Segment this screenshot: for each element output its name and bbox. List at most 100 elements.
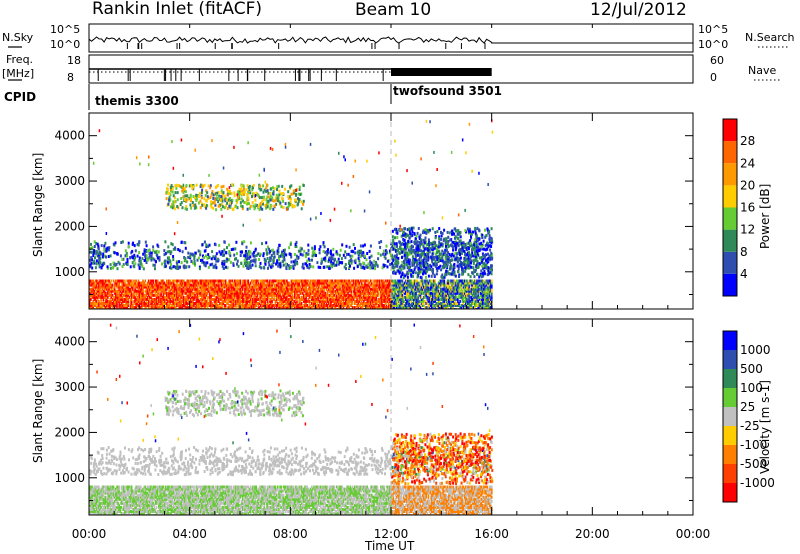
power-cell [358,283,361,287]
power-cell [375,302,378,305]
power-cell [469,306,472,309]
power-cell [395,299,398,303]
power-cell [470,302,473,305]
power-cell [153,304,156,307]
power-cell [377,285,380,289]
power-cell [459,293,461,297]
power-cell [474,281,476,285]
power-cell [318,302,321,305]
power-cell [403,304,406,307]
power-cell [305,279,307,283]
power-cell [109,293,111,297]
power-cell [220,289,222,293]
power-cell [138,297,141,301]
power-cell [343,285,346,289]
power-cell [205,304,208,307]
power-cell [254,291,256,295]
power-cell [377,304,380,307]
power-cell [460,293,463,297]
power-cell [294,299,296,303]
power-cell [272,304,275,307]
power-cell [205,245,208,249]
power-cell [442,299,444,303]
power-cell [263,299,265,303]
power-cell [264,299,267,303]
power-cell [262,304,264,307]
power-cell [102,289,105,293]
power-cell [460,279,463,283]
power-cell [156,285,159,289]
power-cell [357,291,359,295]
power-cell [121,306,124,309]
power-cell [130,279,133,283]
power-cell [462,285,465,289]
power-cell [261,279,263,283]
power-cell [230,285,233,289]
power-cell [352,297,355,301]
power-cell [144,297,147,301]
power-cell [467,281,469,285]
power-cell [418,293,421,297]
power-cell [309,285,312,289]
power-cell [181,304,184,307]
power-cell [281,302,284,305]
power-cell [410,291,413,295]
power-cell [338,295,340,299]
power-cell [424,293,426,297]
power-cell [127,293,130,297]
power-cell [177,297,179,301]
power-cell [170,281,173,285]
power-cell [280,297,282,301]
power-cell [321,302,323,305]
power-cell [214,291,217,295]
power-cell [190,295,193,299]
power-cell [136,285,139,289]
power-cell [192,291,194,295]
power-cell [313,281,315,285]
power-cell [489,306,492,309]
power-cell [213,279,216,283]
power-cell [284,285,287,289]
power-cell [205,302,208,305]
power-cell [94,299,97,303]
power-cell [255,299,258,303]
power-cell [483,304,485,307]
power-cell [275,304,278,307]
power-cell [262,291,264,295]
power-cell [275,285,278,289]
power-cell [212,293,214,297]
power-cell [309,299,312,303]
power-cell [202,289,204,293]
power-cell [311,302,313,305]
power-cell [342,281,345,285]
power-cell [185,306,187,309]
power-cell [474,283,476,287]
power-cell [325,285,328,289]
power-cell [432,304,434,307]
power-cell [445,295,448,299]
power-cell [211,304,213,307]
power-cell [275,289,278,293]
power-cell [282,255,285,259]
power-cell [95,299,98,303]
power-cell [322,297,324,301]
power-cell [263,304,265,307]
power-cell [343,279,346,283]
power-cell [358,304,361,307]
power-cell [149,279,151,283]
power-cell [298,306,301,309]
power-cell [326,291,329,295]
power-cell [198,283,201,287]
power-cell [170,285,173,289]
power-cell [486,291,489,295]
power-cell [301,291,304,295]
power-cell [330,287,332,291]
power-cell [210,281,212,285]
power-cell [406,299,408,303]
power-cell [124,283,126,287]
power-cell [243,293,245,297]
power-cell [164,306,167,309]
power-cell [323,285,325,289]
power-cell [176,285,178,289]
power-cell [342,297,345,301]
